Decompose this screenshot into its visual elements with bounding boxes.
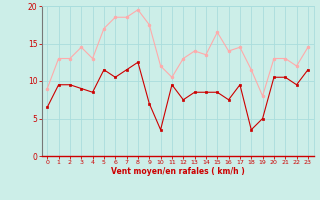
X-axis label: Vent moyen/en rafales ( km/h ): Vent moyen/en rafales ( km/h ) [111, 167, 244, 176]
